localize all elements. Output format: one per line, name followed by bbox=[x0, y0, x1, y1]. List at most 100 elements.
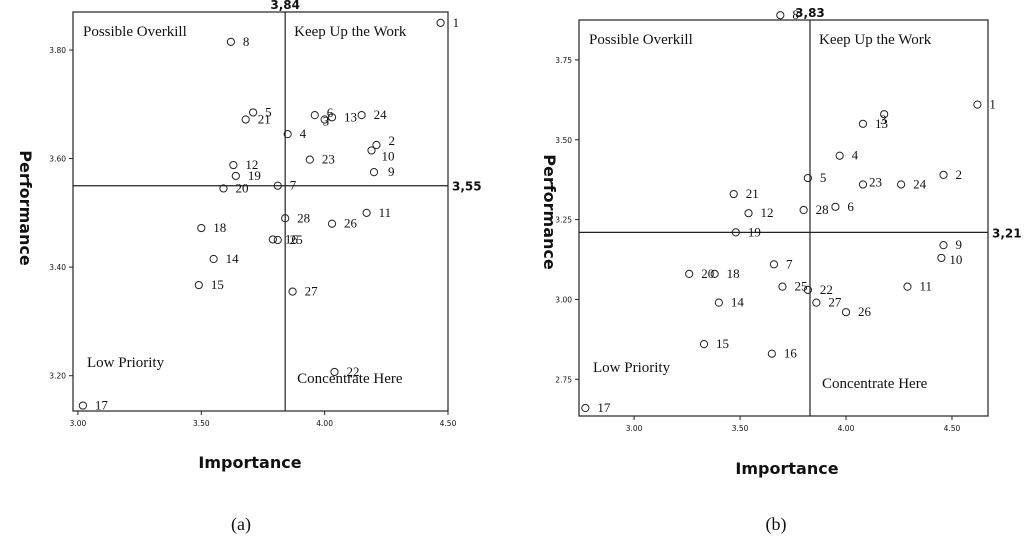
data-point-3 bbox=[880, 110, 889, 119]
y-tick-label: 3.25 bbox=[555, 216, 572, 225]
data-point-label-28: 28 bbox=[816, 202, 829, 217]
data-point-label-25: 25 bbox=[794, 279, 807, 294]
data-point-label-22: 22 bbox=[820, 282, 833, 297]
data-point-label-18: 18 bbox=[727, 266, 740, 281]
data-point-10 bbox=[937, 253, 946, 263]
quadrant-label-concentrate-here: Concentrate Here bbox=[297, 371, 403, 387]
data-point-15 bbox=[194, 280, 203, 290]
data-point-label-11: 11 bbox=[919, 279, 932, 294]
data-point-label-5: 5 bbox=[820, 170, 827, 185]
data-point-9 bbox=[939, 241, 948, 250]
y-tick-label: 2.75 bbox=[555, 375, 572, 384]
chart-panel-a: 3.00 3.50 4.00 4.50 3.20 3.40 3.60 3.80 3,84 3,55… bbox=[16, 0, 482, 535]
data-point-23 bbox=[858, 180, 868, 189]
data-point-17 bbox=[581, 403, 590, 413]
data-point-label-15: 15 bbox=[716, 336, 729, 351]
x-axis-title: Importance bbox=[198, 453, 301, 472]
data-point-17 bbox=[78, 401, 87, 410]
data-point-label-24: 24 bbox=[913, 176, 927, 191]
data-point-label-12: 12 bbox=[761, 205, 774, 220]
data-point-label-16: 16 bbox=[285, 231, 299, 246]
plot-frame bbox=[72, 11, 449, 412]
y-tick-label: 3.00 bbox=[555, 295, 572, 304]
data-point-24 bbox=[357, 111, 366, 120]
data-point-4 bbox=[835, 151, 844, 160]
x-tick-label: 4.00 bbox=[838, 424, 855, 433]
data-point-8 bbox=[226, 37, 235, 46]
data-point-9 bbox=[369, 168, 379, 177]
data-point-16 bbox=[268, 235, 277, 244]
data-point-label-12: 12 bbox=[245, 157, 258, 172]
data-point-label-3: 3 bbox=[323, 113, 330, 128]
data-point-label-10: 10 bbox=[949, 252, 962, 267]
data-point-label-10: 10 bbox=[382, 148, 395, 163]
data-point-6 bbox=[310, 111, 319, 120]
data-point-28 bbox=[281, 214, 290, 223]
y-axis-title: Performance bbox=[540, 154, 559, 270]
data-point-14 bbox=[714, 298, 723, 307]
quadrant-label-low-priority: Low Priority bbox=[593, 360, 671, 376]
data-point-19 bbox=[231, 171, 240, 181]
data-point-label-19: 19 bbox=[748, 224, 761, 239]
data-point-label-9: 9 bbox=[955, 237, 962, 252]
data-point-7 bbox=[769, 260, 779, 269]
data-point-22 bbox=[330, 367, 339, 377]
data-point-label-20: 20 bbox=[701, 266, 714, 281]
data-point-16 bbox=[767, 349, 776, 358]
data-point-5 bbox=[248, 108, 258, 117]
data-point-1 bbox=[436, 18, 445, 27]
data-point-27 bbox=[812, 298, 821, 307]
data-point-15 bbox=[699, 340, 709, 349]
data-point-label-26: 26 bbox=[344, 216, 358, 231]
data-point-label-6: 6 bbox=[847, 199, 854, 214]
data-point-3 bbox=[320, 115, 329, 124]
data-point-label-7: 7 bbox=[786, 256, 793, 271]
data-point-11 bbox=[903, 282, 912, 291]
x-tick-label: 4.50 bbox=[440, 419, 457, 428]
performance-cut-label: 3,55 bbox=[452, 180, 482, 194]
data-point-label-21: 21 bbox=[746, 186, 759, 201]
chart-panel-b: 3.00 3.50 4.00 4.50 2.75 3.00 3.25 3.50 3.75 3,83… bbox=[540, 6, 1022, 535]
data-point-label-2: 2 bbox=[955, 167, 962, 182]
x-tick-label: 3.00 bbox=[70, 419, 87, 428]
data-point-26 bbox=[841, 308, 851, 317]
data-point-label-17: 17 bbox=[597, 400, 611, 415]
data-point-label-1: 1 bbox=[989, 97, 996, 112]
data-point-label-3: 3 bbox=[880, 112, 887, 127]
x-tick-label: 3.50 bbox=[732, 424, 749, 433]
data-point-label-2: 2 bbox=[388, 133, 395, 148]
data-point-27 bbox=[288, 287, 297, 296]
quadrant-label-keep-up-the-work: Keep Up the Work bbox=[294, 24, 407, 40]
data-point-label-14: 14 bbox=[731, 295, 745, 310]
data-point-24 bbox=[897, 180, 906, 189]
data-point-1 bbox=[973, 100, 982, 109]
x-axis-title: Importance bbox=[735, 459, 838, 478]
panel-caption: (b) bbox=[766, 514, 787, 535]
importance-cut-label: 3,83 bbox=[795, 6, 825, 20]
quadrant-label-possible-overkill: Possible Overkill bbox=[589, 32, 693, 48]
y-tick-label: 3.50 bbox=[555, 136, 572, 145]
data-point-label-4: 4 bbox=[300, 126, 307, 141]
data-point-28 bbox=[799, 205, 808, 215]
data-point-18 bbox=[710, 269, 719, 278]
data-point-label-13: 13 bbox=[344, 109, 357, 124]
data-point-23 bbox=[305, 155, 314, 164]
y-tick-label: 3.60 bbox=[49, 155, 66, 164]
data-point-label-21: 21 bbox=[258, 111, 271, 126]
data-point-12 bbox=[744, 209, 753, 218]
y-tick-label: 3.20 bbox=[49, 372, 66, 381]
plot-frame bbox=[578, 19, 989, 417]
data-point-label-11: 11 bbox=[379, 205, 392, 220]
data-point-10 bbox=[367, 146, 376, 155]
data-point-label-27: 27 bbox=[828, 295, 842, 310]
x-tick-label: 4.00 bbox=[316, 419, 333, 428]
data-point-label-16: 16 bbox=[784, 346, 798, 361]
y-tick-label: 3.40 bbox=[49, 263, 66, 272]
data-point-label-1: 1 bbox=[453, 15, 460, 30]
data-point-19 bbox=[731, 228, 740, 237]
data-point-14 bbox=[209, 254, 218, 264]
data-point-label-19: 19 bbox=[248, 168, 261, 183]
data-point-label-25: 25 bbox=[290, 232, 303, 247]
importance-cut-label: 3,84 bbox=[270, 0, 300, 12]
data-point-20 bbox=[685, 269, 694, 278]
